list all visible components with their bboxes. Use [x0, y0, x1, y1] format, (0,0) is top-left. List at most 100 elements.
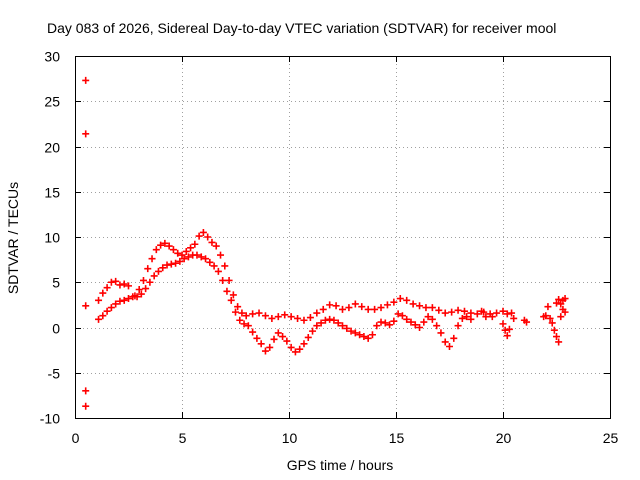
- data-point: [279, 333, 287, 341]
- data-point: [416, 324, 424, 331]
- data-point: [460, 307, 468, 315]
- data-point: [409, 300, 417, 308]
- data-point: [178, 251, 186, 259]
- data-point: [296, 345, 304, 353]
- y-tick-label: 0: [52, 321, 60, 337]
- data-point: [300, 340, 308, 348]
- data-point: [210, 262, 218, 270]
- data-point: [202, 255, 210, 263]
- data-point: [381, 319, 389, 327]
- data-point: [221, 262, 229, 270]
- data-point: [169, 246, 177, 254]
- data-point: [238, 309, 246, 317]
- data-point: [139, 276, 147, 284]
- data-point: [339, 305, 346, 313]
- y-tick-label: 5: [52, 275, 60, 291]
- data-point: [428, 315, 436, 323]
- data-point: [232, 308, 239, 316]
- data-point: [424, 313, 432, 321]
- data-point: [544, 303, 552, 311]
- data-point: [249, 328, 257, 336]
- data-point: [503, 332, 511, 340]
- x-axis-label: GPS time / hours: [287, 457, 394, 473]
- data-point: [463, 313, 471, 321]
- data-point: [390, 298, 398, 306]
- data-point: [411, 321, 419, 329]
- data-point: [95, 315, 103, 323]
- data-point: [505, 325, 513, 333]
- data-point: [364, 305, 372, 313]
- data-point: [82, 302, 90, 310]
- data-point: [473, 310, 481, 318]
- data-point: [467, 309, 475, 317]
- y-tick-label: 25: [44, 94, 60, 110]
- data-point: [435, 306, 443, 314]
- data-point: [103, 307, 111, 315]
- data-point: [510, 314, 518, 322]
- data-point: [347, 327, 355, 335]
- data-point: [197, 253, 205, 261]
- data-point: [458, 314, 466, 322]
- data-point: [373, 322, 381, 330]
- data-point: [135, 285, 143, 293]
- data-point: [555, 338, 563, 346]
- data-point: [317, 319, 325, 327]
- data-point: [240, 320, 248, 328]
- data-point: [343, 324, 351, 332]
- data-point: [142, 285, 150, 293]
- data-point: [107, 278, 115, 286]
- data-point: [326, 301, 334, 309]
- data-point: [165, 242, 173, 250]
- data-point: [103, 284, 111, 292]
- y-tick-label: -10: [40, 411, 60, 427]
- data-point: [561, 308, 569, 316]
- data-point: [112, 277, 120, 285]
- grid-layer: [75, 56, 610, 418]
- data-point: [377, 318, 385, 326]
- data-point: [167, 260, 175, 268]
- data-point: [270, 335, 278, 343]
- data-point: [161, 239, 169, 247]
- data-point: [394, 310, 402, 318]
- data-point: [396, 295, 404, 303]
- data-point: [253, 334, 261, 342]
- data-point: [488, 313, 496, 321]
- data-point: [332, 302, 340, 310]
- data-point: [242, 312, 250, 320]
- data-point: [144, 265, 152, 273]
- data-point: [441, 338, 449, 346]
- data-points-layer: [82, 76, 569, 410]
- data-point: [82, 402, 90, 410]
- data-point: [274, 329, 282, 337]
- data-point: [193, 251, 201, 259]
- data-point: [148, 255, 156, 263]
- data-point: [422, 304, 430, 312]
- data-point: [176, 257, 184, 265]
- data-point: [82, 76, 90, 84]
- data-point: [321, 316, 329, 324]
- data-point: [557, 300, 565, 308]
- data-point: [390, 317, 398, 325]
- x-tick-label: 15: [389, 430, 405, 446]
- data-point: [550, 326, 558, 334]
- chart-title: Day 083 of 2026, Sidereal Day-to-day VTE…: [47, 20, 556, 36]
- data-point: [120, 296, 128, 304]
- data-point: [225, 276, 233, 284]
- data-point: [437, 329, 445, 337]
- data-point: [212, 242, 220, 250]
- data-point: [454, 322, 462, 330]
- data-point: [433, 322, 441, 330]
- data-point: [555, 295, 563, 303]
- data-point: [99, 312, 107, 320]
- data-point: [95, 296, 103, 304]
- data-point: [227, 296, 235, 304]
- data-point: [244, 322, 252, 330]
- data-point: [334, 319, 342, 327]
- data-point: [441, 309, 449, 317]
- data-point: [287, 343, 295, 351]
- data-point: [546, 314, 554, 322]
- plot-frame: [75, 56, 611, 419]
- x-tick-label: 5: [179, 430, 187, 446]
- data-point: [345, 304, 353, 312]
- data-point: [403, 315, 411, 323]
